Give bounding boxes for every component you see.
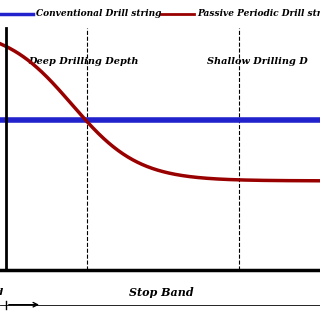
Text: d: d [0, 288, 3, 297]
Text: Deep Drilling Depth: Deep Drilling Depth [28, 57, 139, 66]
Text: Passive Periodic Drill str: Passive Periodic Drill str [197, 9, 320, 19]
Text: Shallow Drilling D: Shallow Drilling D [207, 57, 308, 66]
Text: Stop Band: Stop Band [129, 287, 194, 298]
Text: Conventional Drill string: Conventional Drill string [36, 9, 161, 19]
